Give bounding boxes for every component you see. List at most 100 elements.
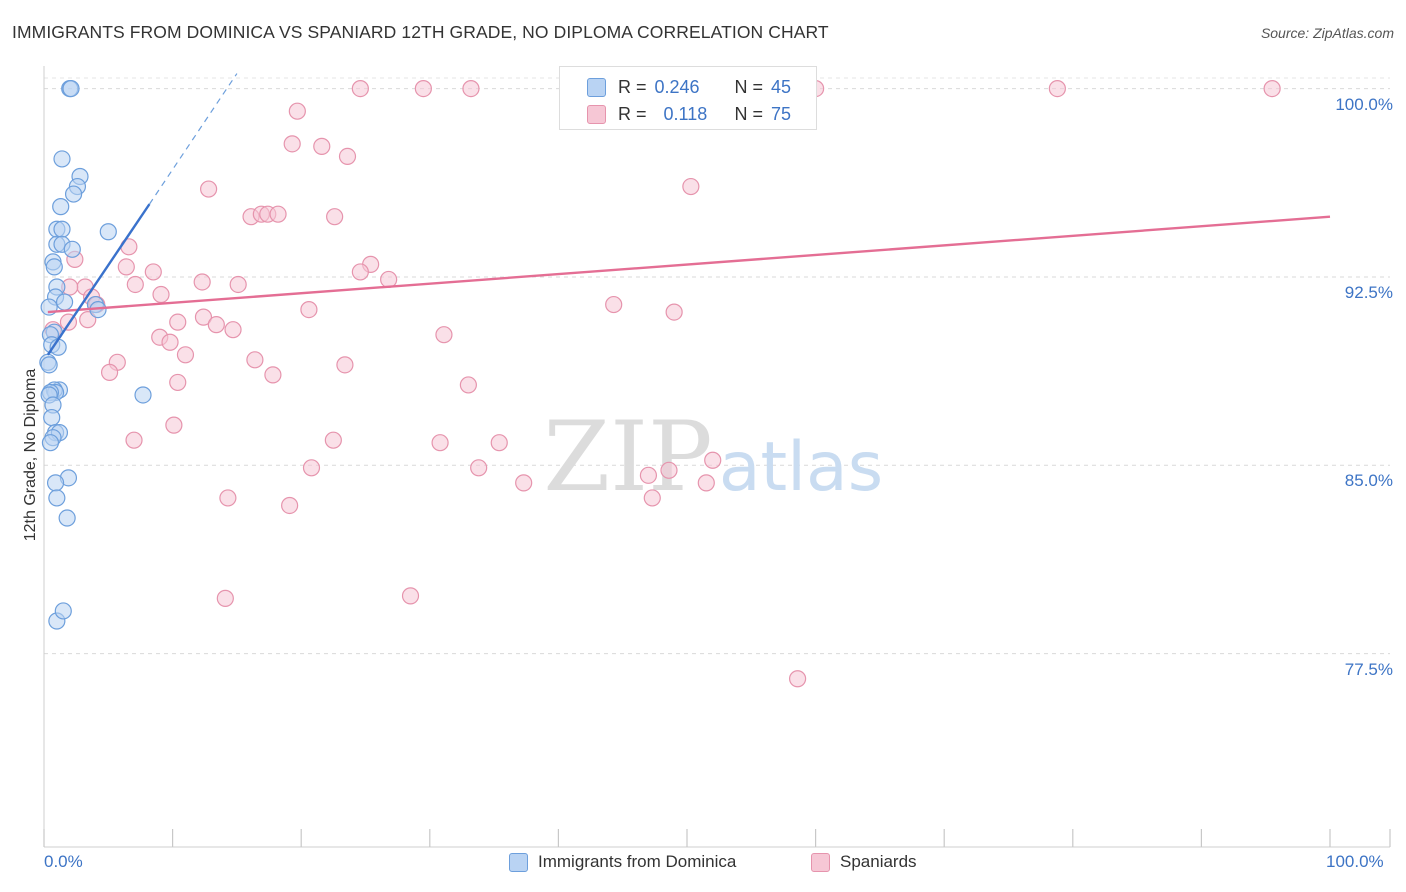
spaniards-points bbox=[44, 80, 1281, 688]
spaniards-point-30 bbox=[193, 273, 211, 291]
spaniards-point-29 bbox=[126, 275, 144, 294]
y-tick-label-1: 85.0% bbox=[1344, 471, 1393, 491]
trend-lines bbox=[46, 73, 1331, 356]
spaniards-n-value: 75 bbox=[771, 103, 792, 124]
spaniards-point-21 bbox=[117, 258, 135, 276]
spaniards-point-0 bbox=[351, 80, 369, 98]
spaniards-point-67 bbox=[219, 489, 237, 507]
spaniards-point-59 bbox=[431, 434, 449, 452]
source-credit: Source: ZipAtlas.com bbox=[1260, 25, 1394, 41]
stats-legend: R = 0.246 N = 45 R = 0.118 N = 75 bbox=[559, 66, 817, 130]
dominica-point-8 bbox=[53, 220, 71, 238]
dominica-point-14 bbox=[45, 258, 63, 276]
dominica-point-17 bbox=[55, 293, 74, 311]
x-tick-label-max: 100.0% bbox=[1326, 852, 1384, 871]
spaniards-point-50 bbox=[336, 356, 354, 374]
spaniards-point-24 bbox=[351, 263, 369, 281]
dominica-point-12 bbox=[63, 240, 81, 258]
y-tick-label-3: 100.0% bbox=[1335, 94, 1393, 114]
legend-item-dominica[interactable]: Immigrants from Dominica bbox=[509, 852, 736, 872]
spaniards-point-64 bbox=[639, 466, 658, 484]
spaniards-point-10 bbox=[313, 137, 331, 155]
spaniards-point-17 bbox=[269, 205, 287, 223]
watermark-atlas: atlas bbox=[719, 428, 883, 507]
dominica-point-2 bbox=[53, 150, 71, 168]
dominica-point-40 bbox=[46, 474, 65, 492]
spaniards-point-42 bbox=[224, 321, 242, 339]
spaniards-point-13 bbox=[682, 177, 700, 196]
dominica-point-1 bbox=[62, 80, 80, 98]
spaniards-point-31 bbox=[152, 285, 170, 304]
spaniards-point-48 bbox=[246, 351, 264, 369]
spaniards-point-56 bbox=[324, 431, 342, 449]
legend-label-dominica: Immigrants from Dominica bbox=[538, 852, 737, 871]
spaniards-trend-line bbox=[47, 215, 1331, 314]
spaniards-point-66 bbox=[697, 474, 715, 492]
spaniards-point-41 bbox=[207, 316, 225, 334]
spaniards-point-61 bbox=[660, 461, 678, 479]
y-tick-label-2: 92.5% bbox=[1344, 282, 1393, 302]
dominica-point-26 bbox=[40, 356, 58, 374]
spaniards-point-65 bbox=[515, 474, 533, 492]
legend: Immigrants from Dominica Spaniards bbox=[0, 852, 1406, 878]
dominica-point-5 bbox=[64, 185, 83, 203]
n-label: N = bbox=[734, 103, 764, 124]
spaniards-point-58 bbox=[490, 434, 508, 452]
dominica-swatch bbox=[587, 77, 606, 97]
spaniards-point-34 bbox=[300, 300, 318, 319]
dominica-point-44 bbox=[54, 602, 72, 620]
spaniards-point-38 bbox=[169, 313, 187, 331]
spaniards-point-51 bbox=[264, 366, 282, 384]
spaniards-point-11 bbox=[338, 147, 357, 166]
spaniards-point-72 bbox=[788, 670, 807, 688]
spaniards-point-9 bbox=[283, 135, 301, 153]
spaniards-point-71 bbox=[216, 589, 234, 607]
dominica-trend-line bbox=[46, 203, 151, 356]
spaniards-point-39 bbox=[79, 311, 97, 329]
gridlines bbox=[44, 77, 1390, 655]
spaniards-point-8 bbox=[288, 102, 306, 120]
dominica-point-38 bbox=[41, 434, 60, 452]
spaniards-point-62 bbox=[302, 459, 321, 477]
legend-item-spaniards[interactable]: Spaniards bbox=[811, 852, 917, 872]
dominica-point-42 bbox=[58, 509, 76, 527]
legend-swatch-spaniards bbox=[811, 852, 830, 872]
spaniards-point-22 bbox=[144, 263, 162, 281]
spaniards-point-18 bbox=[326, 208, 344, 226]
x-tick-label-min: 0.0% bbox=[44, 852, 83, 871]
spaniards-point-55 bbox=[165, 416, 183, 434]
dominica-point-6 bbox=[52, 198, 70, 216]
spaniards-point-6 bbox=[1048, 80, 1066, 98]
spaniards-point-52 bbox=[100, 363, 119, 381]
spaniards-r-value: 0.118 bbox=[663, 103, 708, 124]
spaniards-swatch bbox=[587, 104, 606, 124]
r-label: R = bbox=[618, 76, 647, 97]
spaniards-point-37 bbox=[194, 308, 213, 326]
watermark-zip: ZIP bbox=[543, 401, 712, 513]
axes bbox=[43, 66, 1391, 848]
dominica-trend-extension bbox=[148, 73, 238, 205]
y-tick-label-0: 77.5% bbox=[1344, 659, 1393, 679]
spaniards-point-7 bbox=[1263, 80, 1281, 98]
spaniards-point-53 bbox=[169, 373, 187, 392]
legend-label-spaniards: Spaniards bbox=[840, 852, 917, 871]
legend-swatch-dominica bbox=[509, 852, 528, 872]
spaniards-point-36 bbox=[665, 303, 683, 321]
stats-row-spaniards: R = 0.118 N = 75 bbox=[560, 100, 791, 128]
dominica-r-value: 0.246 bbox=[654, 76, 700, 97]
dominica-n-value: 45 bbox=[771, 76, 792, 97]
spaniards-point-12 bbox=[200, 180, 218, 198]
dominica-point-9 bbox=[99, 223, 117, 241]
dominica-point-41 bbox=[48, 489, 66, 507]
spaniards-point-28 bbox=[229, 275, 247, 294]
dominica-point-32 bbox=[134, 386, 152, 404]
spaniards-point-2 bbox=[462, 80, 480, 98]
spaniards-point-47 bbox=[176, 346, 195, 364]
spaniards-point-69 bbox=[281, 496, 299, 515]
spaniards-point-1 bbox=[414, 80, 432, 98]
spaniards-point-60 bbox=[704, 451, 722, 469]
watermark: ZIP atlas bbox=[543, 401, 883, 513]
chart-title: IMMIGRANTS FROM DOMINICA VS SPANIARD 12T… bbox=[12, 22, 829, 42]
spaniards-point-68 bbox=[643, 489, 661, 507]
